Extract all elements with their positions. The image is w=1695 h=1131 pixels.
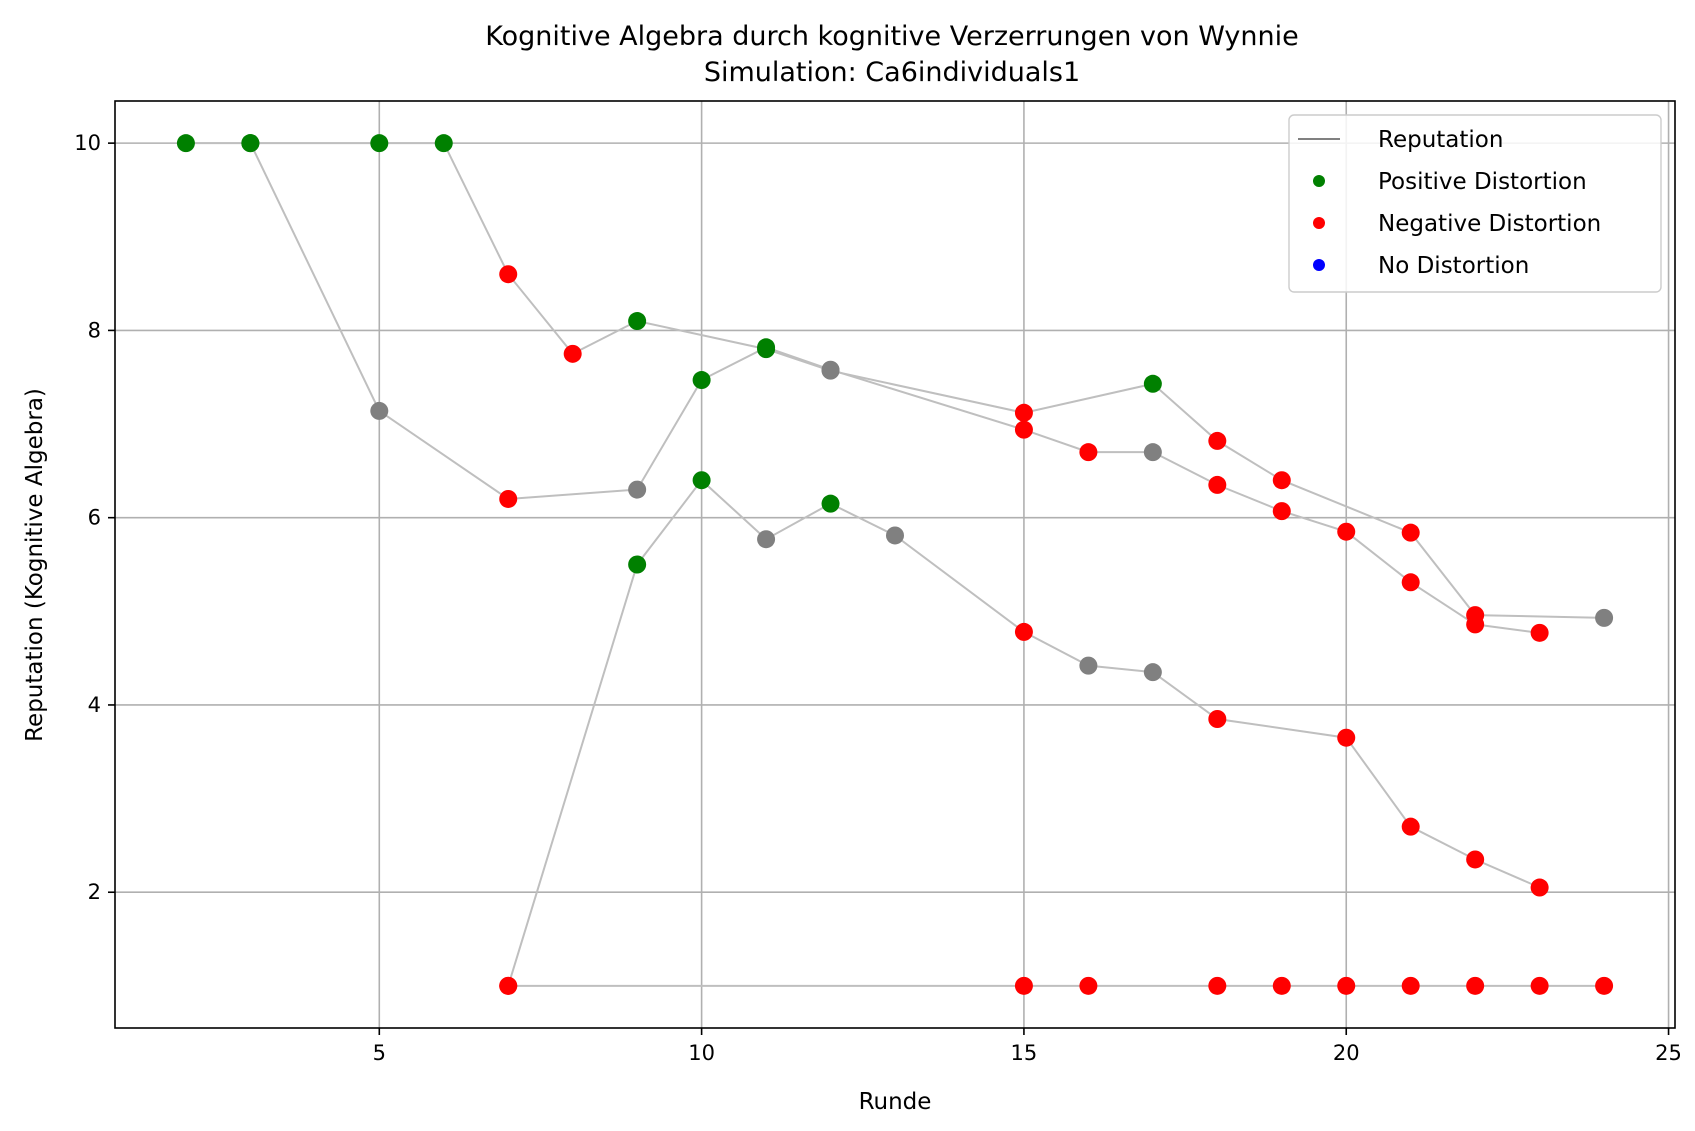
data-point-negative — [1079, 976, 1098, 995]
data-point-negative — [1272, 976, 1291, 995]
legend-entries: Reputation Positive Distortion Negative Di… — [1298, 127, 1601, 279]
series-line-1 — [185, 142, 1605, 619]
data-point-positive — [821, 494, 840, 513]
data-points — [176, 134, 1614, 995]
data-point-negative — [1401, 523, 1420, 542]
data-point-negative — [1014, 622, 1033, 641]
legend-label: Positive Distortion — [1378, 169, 1587, 195]
data-point-negative — [1208, 475, 1227, 494]
data-point-none — [628, 480, 647, 499]
y-tick-label: 8 — [88, 318, 101, 342]
data-point-negative — [1595, 976, 1614, 995]
x-tick-label: 10 — [688, 1041, 715, 1065]
data-point-negative — [1079, 443, 1098, 462]
data-point-negative — [499, 976, 518, 995]
data-point-positive — [370, 134, 389, 153]
data-point-none — [1079, 656, 1098, 675]
y-tick-label: 4 — [88, 693, 101, 717]
data-point-negative — [1337, 976, 1356, 995]
data-point-negative — [1272, 502, 1291, 521]
data-point-negative — [1466, 615, 1485, 634]
legend-label: Negative Distortion — [1378, 211, 1601, 237]
data-point-none — [757, 530, 776, 549]
legend-label: No Distortion — [1378, 253, 1529, 279]
data-point-negative — [1014, 420, 1033, 439]
series-line-3 — [507, 478, 1540, 987]
data-point-negative — [1401, 817, 1420, 836]
x-tick-label: 20 — [1333, 1041, 1360, 1065]
data-point-negative — [1014, 403, 1033, 422]
data-point-positive — [434, 134, 453, 153]
data-point-none — [1143, 443, 1162, 462]
y-tick-label: 2 — [88, 880, 101, 904]
data-point-negative — [1208, 976, 1227, 995]
data-point-positive — [241, 134, 260, 153]
data-point-negative — [499, 265, 518, 284]
data-point-negative — [1208, 431, 1227, 450]
data-point-negative — [1208, 710, 1227, 728]
data-point-positive — [757, 338, 776, 357]
data-point-positive — [628, 312, 647, 331]
data-point-positive — [692, 371, 711, 390]
legend-dot-marker — [1313, 217, 1325, 229]
x-tick-label: 5 — [373, 1041, 386, 1065]
data-point-positive — [628, 555, 647, 574]
chart-subtitle: Simulation: Ca6individuals1 — [704, 57, 1080, 88]
legend-box — [1288, 114, 1662, 293]
data-point-negative — [1530, 976, 1549, 995]
legend-dot-marker — [1313, 259, 1325, 271]
data-point-negative — [1401, 573, 1420, 592]
data-point-positive — [692, 471, 711, 490]
data-point-negative — [563, 344, 582, 363]
x-axis-label: Runde — [859, 1089, 932, 1115]
data-point-none — [370, 401, 389, 420]
data-point-none — [886, 526, 904, 545]
chart-title: Kognitive Algebra durch kognitive Verzer… — [485, 21, 1298, 52]
data-point-negative — [1466, 976, 1485, 995]
data-point-negative — [1272, 471, 1291, 490]
y-axis-label: Reputation (Kognitive Algebra) — [22, 388, 48, 742]
legend: Reputation Positive Distortion Negative Di… — [1288, 114, 1662, 293]
x-tick-label: 25 — [1655, 1041, 1682, 1065]
data-point-negative — [1401, 976, 1420, 995]
y-tick-label: 10 — [74, 131, 101, 155]
data-point-negative — [1337, 522, 1356, 541]
data-point-none — [1143, 663, 1162, 682]
data-point-negative — [1466, 850, 1485, 869]
legend-dot-marker — [1313, 175, 1325, 187]
y-tick-label: 6 — [88, 506, 101, 530]
data-point-none — [821, 360, 840, 379]
data-point-none — [1595, 608, 1614, 627]
data-point-positive — [176, 134, 195, 153]
data-point-negative — [1530, 878, 1549, 897]
data-point-negative — [1014, 976, 1033, 995]
series-lines — [185, 142, 1605, 987]
data-point-negative — [1530, 623, 1549, 642]
legend-label: Reputation — [1378, 127, 1503, 153]
x-tick-label: 15 — [1011, 1041, 1038, 1065]
plot-frame — [114, 100, 1676, 1029]
axis-ticks: 5 10 15 20 25 2 4 6 8 10 — [74, 131, 1682, 1065]
series-line-2 — [249, 142, 1540, 634]
data-point-negative — [499, 489, 518, 508]
data-point-positive — [1143, 374, 1162, 393]
data-point-negative — [1337, 728, 1356, 747]
